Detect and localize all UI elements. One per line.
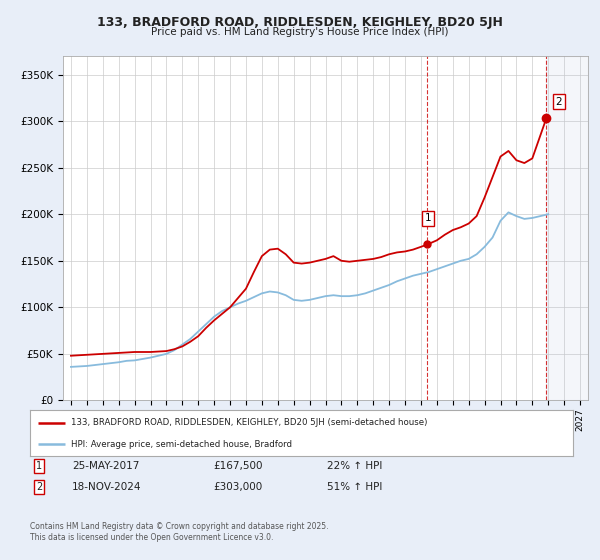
Bar: [547, 56, 588, 400]
Text: 22% ↑ HPI: 22% ↑ HPI: [327, 461, 382, 471]
Text: 1: 1: [36, 461, 42, 471]
Text: 2: 2: [556, 97, 562, 106]
Text: 18-NOV-2024: 18-NOV-2024: [72, 482, 142, 492]
Text: 51% ↑ HPI: 51% ↑ HPI: [327, 482, 382, 492]
Text: 25-MAY-2017: 25-MAY-2017: [72, 461, 139, 471]
Text: HPI: Average price, semi-detached house, Bradford: HPI: Average price, semi-detached house,…: [71, 440, 292, 449]
Text: 1: 1: [425, 213, 431, 223]
Text: £167,500: £167,500: [213, 461, 263, 471]
Text: Contains HM Land Registry data © Crown copyright and database right 2025.
This d: Contains HM Land Registry data © Crown c…: [30, 522, 329, 542]
Text: 2: 2: [36, 482, 42, 492]
Text: 133, BRADFORD ROAD, RIDDLESDEN, KEIGHLEY, BD20 5JH (semi-detached house): 133, BRADFORD ROAD, RIDDLESDEN, KEIGHLEY…: [71, 418, 427, 427]
Text: 133, BRADFORD ROAD, RIDDLESDEN, KEIGHLEY, BD20 5JH: 133, BRADFORD ROAD, RIDDLESDEN, KEIGHLEY…: [97, 16, 503, 29]
Text: Price paid vs. HM Land Registry's House Price Index (HPI): Price paid vs. HM Land Registry's House …: [151, 27, 449, 37]
Text: £303,000: £303,000: [213, 482, 262, 492]
